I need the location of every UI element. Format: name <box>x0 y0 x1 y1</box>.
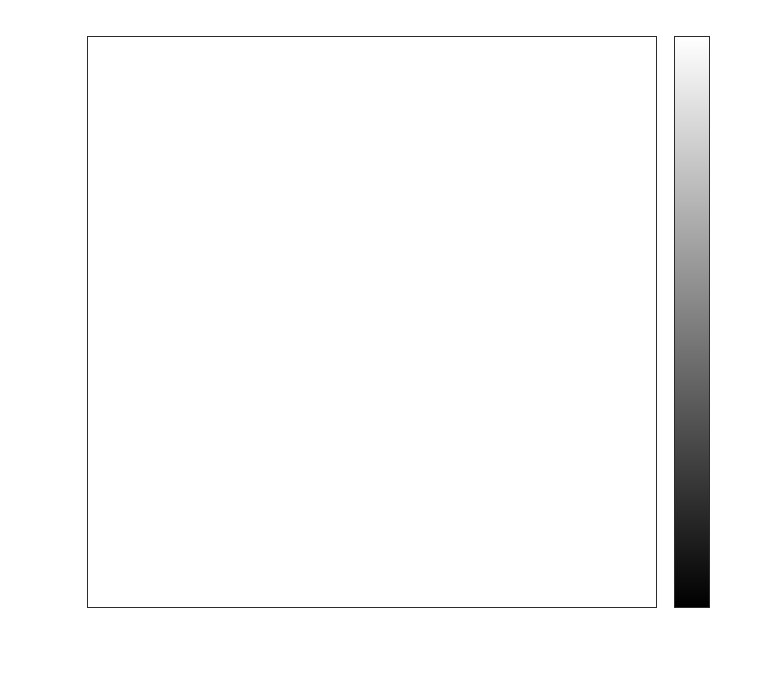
colorbar <box>674 35 710 608</box>
heatmap-canvas <box>86 35 657 608</box>
